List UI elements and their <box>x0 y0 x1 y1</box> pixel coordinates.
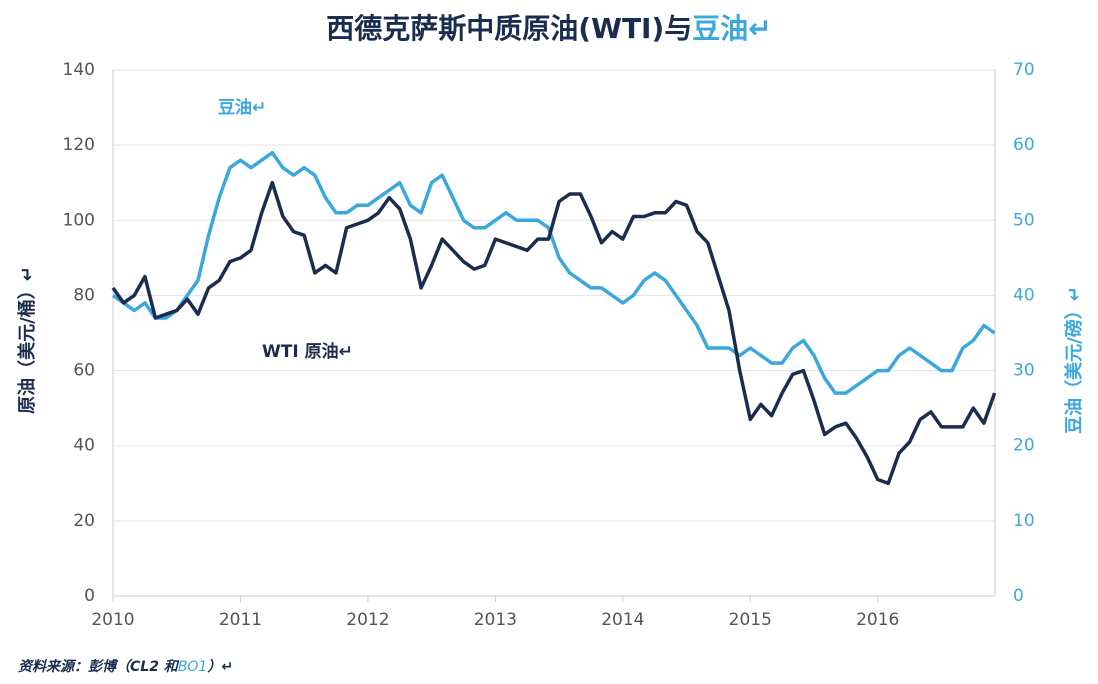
series-line <box>111 150 996 395</box>
y2-tick-label: 60 <box>1013 135 1035 155</box>
y2-tick-label: 20 <box>1013 436 1035 456</box>
title-highlight: 豆油↵ <box>692 12 771 45</box>
x-tick-label: 2011 <box>219 610 262 630</box>
x-tick-label: 2016 <box>856 610 899 630</box>
title-main: 西德克萨斯中质原油(WTI)与 <box>326 12 692 45</box>
y2-tick-label: 0 <box>1013 586 1024 606</box>
x-tick-label: 2012 <box>346 610 389 630</box>
y-tick-label: 140 <box>63 60 95 80</box>
y-tick-label: 0 <box>84 586 95 606</box>
x-tick-label: 2013 <box>474 610 517 630</box>
source-text: 资料来源：彭博（CL2 和 <box>18 658 180 675</box>
x-tick-label: 2014 <box>601 610 644 630</box>
y-axis-label: 原油（美元/桶）↵ <box>16 266 38 414</box>
y2-tick-label: 30 <box>1013 361 1035 381</box>
y2-tick-label: 40 <box>1013 285 1035 305</box>
y-tick-label: 40 <box>73 436 95 456</box>
x-tick-label: 2015 <box>729 610 772 630</box>
y-tick-label: 100 <box>63 210 95 230</box>
y2-tick-label: 50 <box>1013 210 1035 230</box>
y2-tick-label: 70 <box>1013 60 1035 80</box>
source-end: ）↵ <box>206 658 233 675</box>
y2-axis-label: 豆油（美元/磅）↵ <box>1063 286 1085 434</box>
series-line <box>111 180 997 486</box>
y2-tick-label: 10 <box>1013 511 1035 531</box>
x-tick-label: 2010 <box>91 610 134 630</box>
y-tick-label: 20 <box>73 511 95 531</box>
chart-title: 西德克萨斯中质原油(WTI)与豆油↵ <box>326 12 771 45</box>
source: 资料来源：彭博（CL2 和BO1）↵ <box>18 658 233 675</box>
y-tick-label: 120 <box>63 135 95 155</box>
source-highlight: BO1 <box>178 659 208 675</box>
annotation: 豆油↵ <box>218 97 266 118</box>
annotation: WTI 原油↵ <box>262 341 353 362</box>
y-tick-label: 80 <box>73 285 95 305</box>
y-tick-label: 60 <box>73 361 95 381</box>
